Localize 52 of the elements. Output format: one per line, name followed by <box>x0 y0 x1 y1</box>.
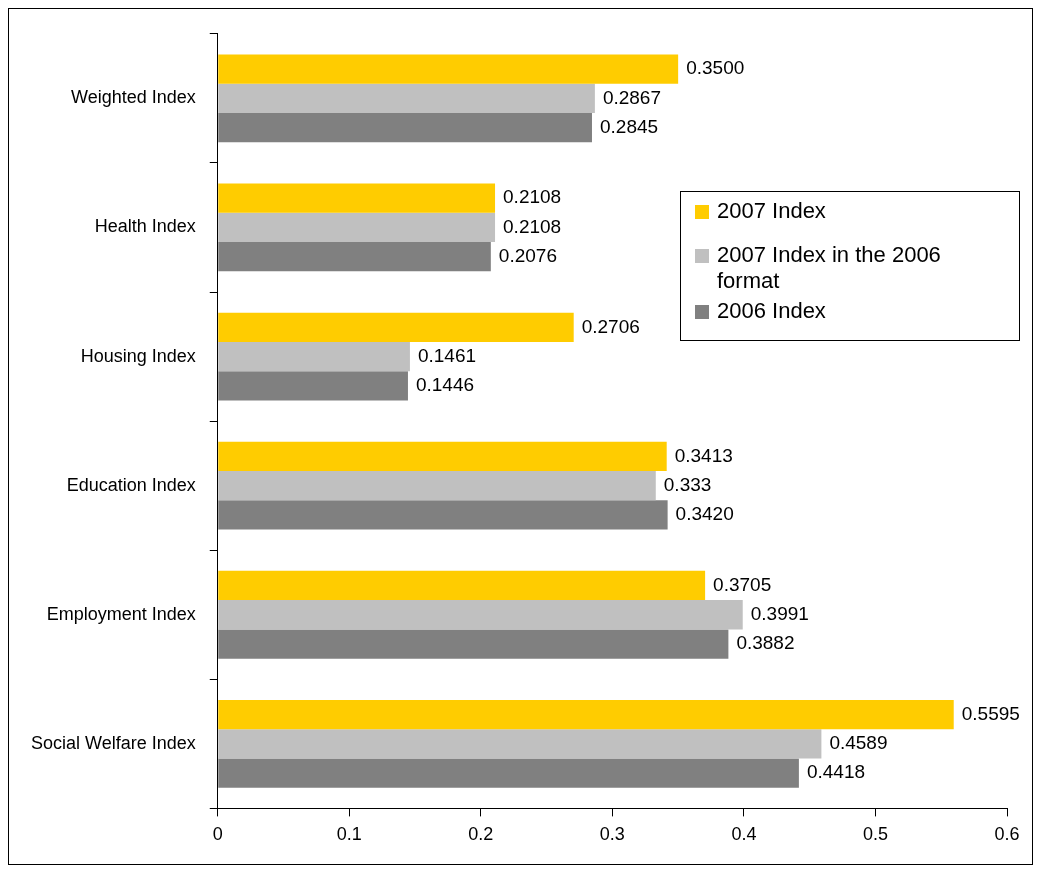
bar <box>218 54 679 84</box>
bar <box>218 341 410 372</box>
legend-label: 2007 Index <box>717 198 826 224</box>
data-label: 0.1446 <box>415 374 475 396</box>
bar <box>218 312 574 342</box>
data-label: 0.3500 <box>686 57 745 79</box>
data-label: 0.3705 <box>713 573 772 595</box>
x-tick-label: 0.5 <box>862 824 888 845</box>
data-label: 0.4589 <box>829 732 888 754</box>
legend-label: 2006 Index <box>717 298 826 324</box>
bar <box>218 729 822 759</box>
y-tick-label: Housing Index <box>80 345 196 366</box>
bar <box>218 699 954 730</box>
bar <box>218 242 491 272</box>
y-tick-label: Education Index <box>66 474 196 495</box>
y-tick-label: Weighted Index <box>70 87 196 108</box>
x-tick-label: 0.6 <box>994 824 1020 845</box>
y-tick-label: Employment Index <box>46 603 196 624</box>
bar <box>218 600 743 630</box>
bar <box>218 371 408 401</box>
data-label: 0.3991 <box>750 602 809 624</box>
x-tick-label: 0.2 <box>468 824 494 845</box>
bar <box>218 500 668 530</box>
bar <box>218 758 799 788</box>
bar <box>218 629 729 659</box>
data-label: 0.3420 <box>675 503 734 525</box>
bar <box>218 441 667 472</box>
data-label: 0.3413 <box>674 444 733 466</box>
bar <box>218 570 706 601</box>
legend-label: 2007 Index in the 2006 format <box>717 242 942 294</box>
x-tick-label: 0.4 <box>731 824 757 845</box>
data-label: 0.2108 <box>503 186 562 208</box>
data-label: 0.2845 <box>599 115 659 137</box>
bar <box>218 183 496 213</box>
data-label: 0.2076 <box>498 244 557 266</box>
data-label: 0.2108 <box>503 215 562 237</box>
bar <box>218 212 496 243</box>
bar <box>218 83 595 113</box>
bar <box>218 112 592 143</box>
x-tick-label: 0.1 <box>336 824 362 845</box>
x-tick-label: 0 <box>212 824 223 845</box>
data-label: 0.5595 <box>961 702 1020 724</box>
x-tick-label: 0.3 <box>599 824 625 845</box>
data-label: 0.1461 <box>417 344 477 366</box>
data-label: 0.2706 <box>581 315 640 337</box>
data-label: 0.333 <box>663 473 712 495</box>
data-label: 0.3882 <box>736 632 795 654</box>
data-label: 0.2867 <box>602 86 662 108</box>
y-tick-label: Health Index <box>94 216 196 237</box>
bar <box>218 471 656 501</box>
y-tick-label: Social Welfare Index <box>30 732 196 753</box>
data-label: 0.4418 <box>806 761 866 783</box>
